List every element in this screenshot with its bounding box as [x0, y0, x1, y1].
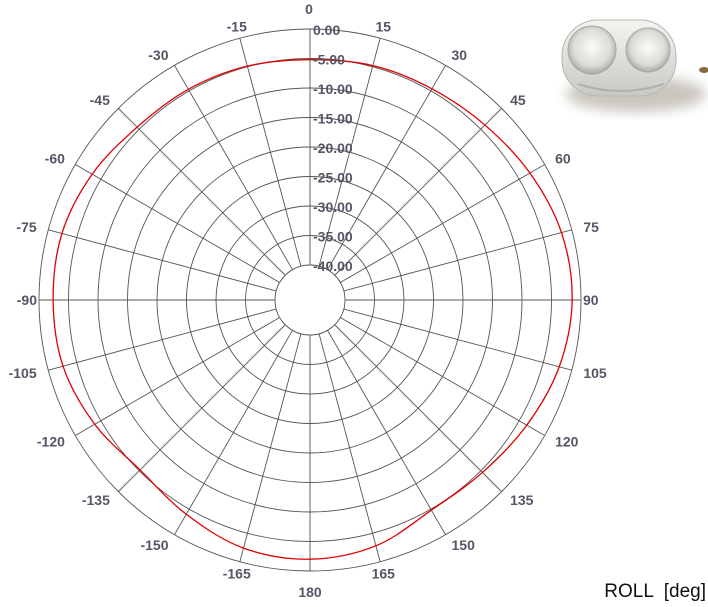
angle-tick-label: -30: [148, 47, 168, 63]
angle-tick-label: -105: [9, 365, 37, 381]
grid-ring: [274, 264, 346, 336]
grid-spoke: [334, 108, 502, 276]
angle-tick-label: 45: [510, 92, 526, 108]
radial-tick-labels: 0.00 -5.00 -10.00 -15.00 -20.00 -25.00 -30.00 -…: [313, 22, 353, 274]
grid-spoke: [48, 229, 277, 292]
angle-tick-label: 0: [305, 1, 313, 17]
angle-tick-label: 180: [298, 584, 322, 600]
radial-tick-label: -25.00: [313, 170, 353, 186]
angle-tick-label: -120: [37, 434, 65, 450]
grid-spoke: [343, 308, 572, 371]
angle-tick-label: -150: [140, 537, 168, 553]
radial-tick-label: -35.00: [313, 229, 353, 245]
angle-tick-labels: 0 15 30 45 60 75 90 105 120 135 150 165 180 -165 -150 -…: [9, 1, 607, 600]
grid-spoke: [239, 38, 302, 267]
angle-tick-label: 30: [452, 47, 468, 63]
angle-tick-label: -75: [16, 219, 36, 235]
radial-tick-label: -30.00: [313, 199, 353, 215]
angle-tick-label: -165: [223, 565, 251, 581]
grid-spoke: [318, 38, 381, 267]
antenna-device-image: [561, 19, 708, 112]
angle-tick-label: 75: [583, 219, 599, 235]
angle-tick-label: -60: [45, 151, 65, 167]
grid-spoke: [75, 164, 280, 283]
radial-tick-label: 0.00: [313, 22, 340, 38]
axis-title: ROLL [deg]: [604, 581, 706, 602]
grid-spoke: [334, 324, 502, 492]
grid-spoke: [327, 330, 446, 535]
angle-tick-label: -45: [90, 92, 110, 108]
grid-spoke: [174, 330, 293, 535]
grid-spoke: [318, 333, 381, 562]
angle-tick-label: 60: [555, 151, 571, 167]
grid-spoke: [340, 164, 545, 283]
radial-tick-label: -20.00: [313, 140, 353, 156]
angle-tick-label: -15: [227, 19, 247, 35]
grid-spoke: [327, 65, 446, 270]
series-layer: [52, 59, 573, 560]
grid-spoke: [118, 324, 286, 492]
angle-tick-label: 120: [555, 434, 579, 450]
radial-tick-label: -5.00: [313, 52, 345, 68]
grid-spoke: [118, 108, 286, 276]
angle-tick-label: -135: [82, 492, 110, 508]
grid-spoke: [239, 333, 302, 562]
grid-spokes: [39, 29, 581, 571]
angle-tick-label: 90: [583, 292, 599, 308]
angle-tick-label: 165: [372, 565, 396, 581]
angle-tick-label: 150: [452, 537, 476, 553]
angle-tick-label: 15: [375, 19, 391, 35]
grid-spoke: [343, 229, 572, 292]
grid-spoke: [340, 317, 545, 436]
angle-tick-label: 105: [583, 365, 607, 381]
radial-tick-label: -10.00: [313, 81, 353, 97]
series-line: [52, 59, 573, 560]
angle-tick-label: -90: [17, 292, 37, 308]
grid-spoke: [48, 308, 277, 371]
grid-spoke: [75, 317, 280, 436]
angle-tick-label: 135: [510, 492, 534, 508]
radial-tick-label: -15.00: [313, 111, 353, 127]
grid-spoke: [174, 65, 293, 270]
radial-tick-label: -40.00: [313, 258, 353, 274]
